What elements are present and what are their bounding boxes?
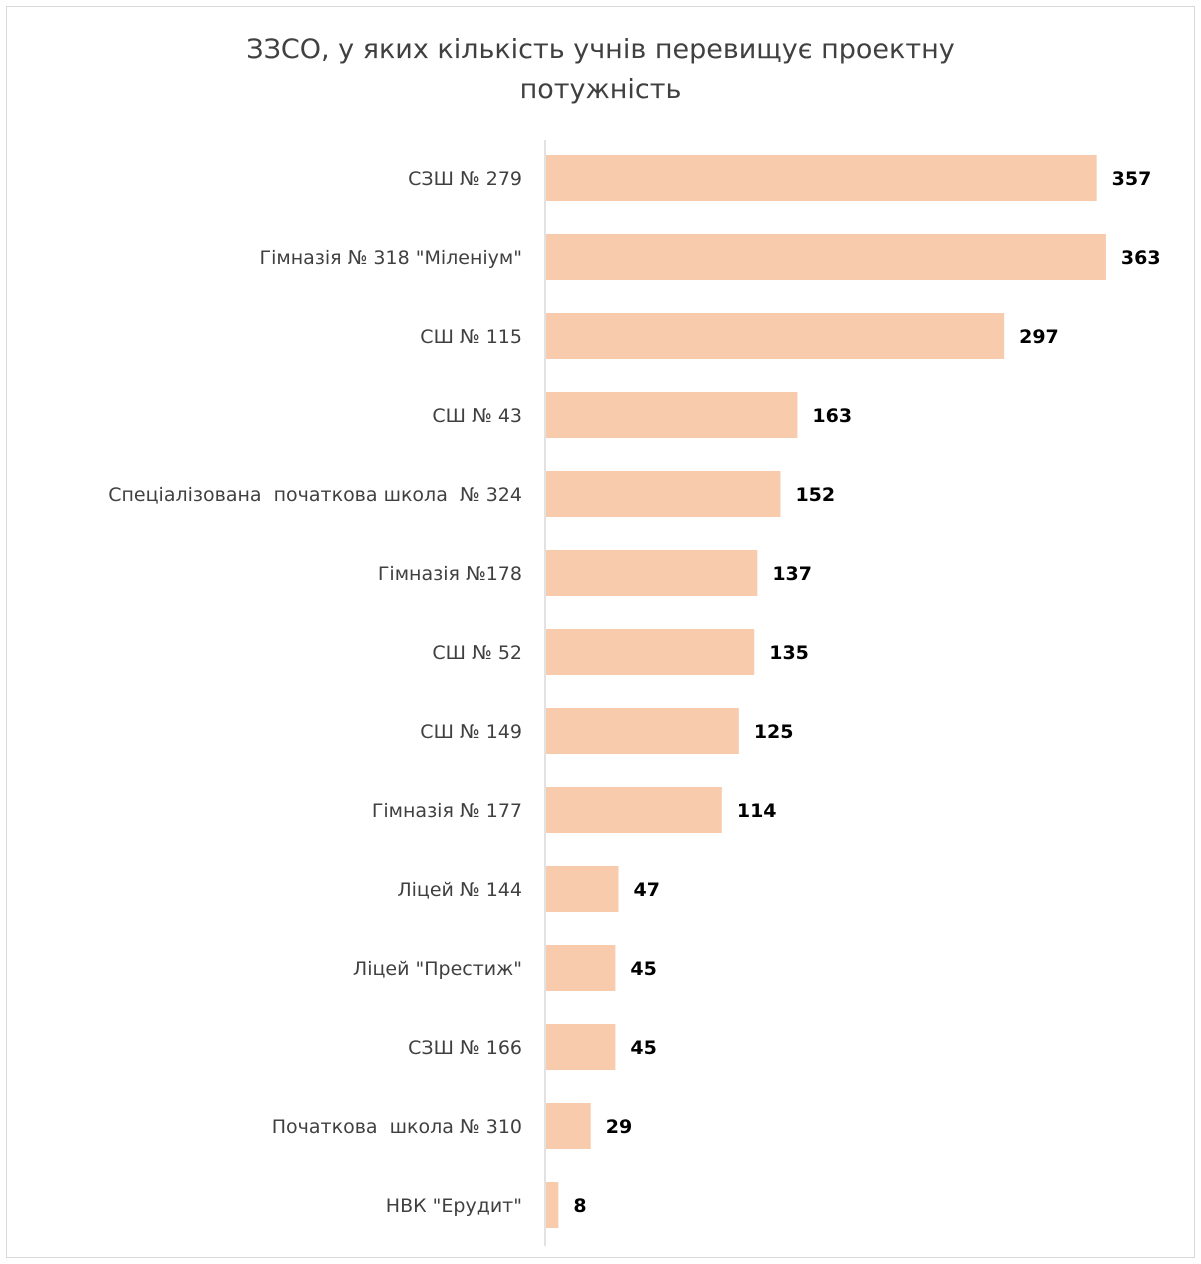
- data-label: 363: [1121, 247, 1161, 269]
- data-label: 8: [573, 1195, 586, 1217]
- data-label: 297: [1019, 326, 1059, 348]
- data-label: 45: [630, 1037, 656, 1059]
- bar: [546, 945, 616, 991]
- data-label: 163: [812, 405, 852, 427]
- category-label: Початкова школа № 310: [272, 1116, 522, 1138]
- category-label: Спеціалізована початкова школа № 324: [108, 484, 522, 506]
- chart-title: ЗЗСО, у яких кількість учнів перевищує п…: [0, 30, 1201, 110]
- bar: [546, 1182, 559, 1228]
- category-label: НВК "Ерудит": [386, 1195, 522, 1217]
- data-label: 114: [737, 800, 777, 822]
- category-label: Гімназія № 177: [372, 800, 522, 822]
- category-label: СЗШ № 166: [408, 1037, 522, 1059]
- category-label: СШ № 43: [432, 405, 522, 427]
- data-label: 152: [795, 484, 835, 506]
- category-label: Гімназія № 318 "Міленіум": [260, 247, 522, 269]
- bar: [546, 234, 1106, 280]
- data-label: 47: [633, 879, 659, 901]
- bar: [546, 1024, 616, 1070]
- chart-title-line2: потужність: [519, 74, 682, 105]
- data-label: 29: [606, 1116, 632, 1138]
- bar: [546, 155, 1097, 201]
- category-label: СШ № 115: [420, 326, 522, 348]
- data-label: 45: [630, 958, 656, 980]
- bar: [546, 313, 1005, 359]
- bar: [546, 708, 739, 754]
- bar: [546, 550, 758, 596]
- category-label: Ліцей "Престиж": [353, 958, 522, 980]
- bar: [546, 392, 798, 438]
- category-label: Гімназія №178: [378, 563, 522, 585]
- bar: [546, 787, 722, 833]
- category-label: СШ № 149: [420, 721, 522, 743]
- bar: [546, 629, 755, 675]
- data-label: 357: [1112, 168, 1152, 190]
- bar: [546, 866, 619, 912]
- data-label: 135: [769, 642, 809, 664]
- category-label: СЗШ № 279: [408, 168, 522, 190]
- category-label: Ліцей № 144: [397, 879, 522, 901]
- bar: [546, 1103, 591, 1149]
- bar: [546, 471, 781, 517]
- chart-title-line1: ЗЗСО, у яких кількість учнів перевищує п…: [246, 34, 955, 65]
- data-label: 137: [772, 563, 812, 585]
- data-label: 125: [754, 721, 794, 743]
- category-label: СШ № 52: [432, 642, 522, 664]
